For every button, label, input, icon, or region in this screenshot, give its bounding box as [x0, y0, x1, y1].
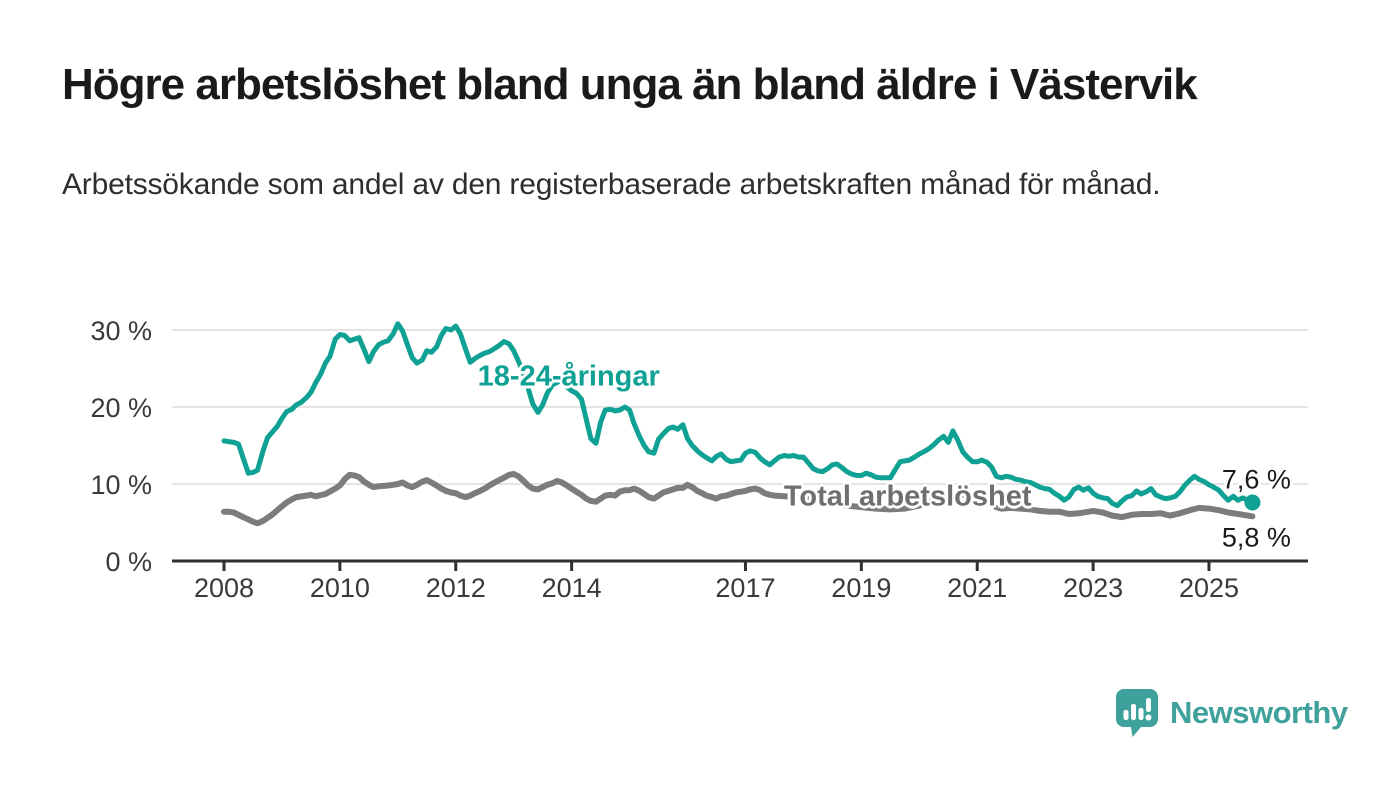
- y-axis-label-10: 10 %: [90, 470, 152, 500]
- x-axis-tick-label-2014: 2014: [542, 573, 602, 603]
- series-end-dot: [1244, 494, 1261, 511]
- newsworthy-speech-bubble-bar-chart-icon: [1116, 689, 1158, 737]
- x-axis-tick-label-2019: 2019: [831, 573, 891, 603]
- newsworthy-wordmark: Newsworthy: [1170, 695, 1348, 730]
- series-line-young: [221, 321, 1255, 509]
- x-axis-tick-label-2021: 2021: [947, 573, 1007, 603]
- page-title: Högre arbetslöshet bland unga än bland ä…: [62, 60, 1198, 109]
- end-value-label-young: 7,6 %: [1221, 464, 1291, 495]
- y-axis-label-30: 30 %: [90, 316, 152, 346]
- x-axis-tick-label-2017: 2017: [715, 573, 775, 603]
- x-axis-tick-label-2025: 2025: [1179, 573, 1239, 603]
- newsworthy-logo: Newsworthy: [1114, 688, 1348, 738]
- end-value-label-total: 5,8 %: [1221, 522, 1291, 553]
- y-axis-label-0: 0 %: [105, 547, 152, 577]
- x-axis-tick-label-2012: 2012: [426, 573, 486, 603]
- x-axis-tick-label-2008: 2008: [194, 573, 254, 603]
- x-axis-tick-label-2023: 2023: [1063, 573, 1123, 603]
- x-axis-tick-label-2010: 2010: [310, 573, 370, 603]
- y-axis-label-20: 20 %: [90, 393, 152, 423]
- page-subtitle: Arbetssökande som andel av den registerb…: [62, 168, 1161, 201]
- series-label-young: 18-24-åringar: [477, 360, 660, 393]
- series-line-total: [221, 471, 1256, 527]
- series-label-total: Total arbetslöshet: [783, 480, 1032, 513]
